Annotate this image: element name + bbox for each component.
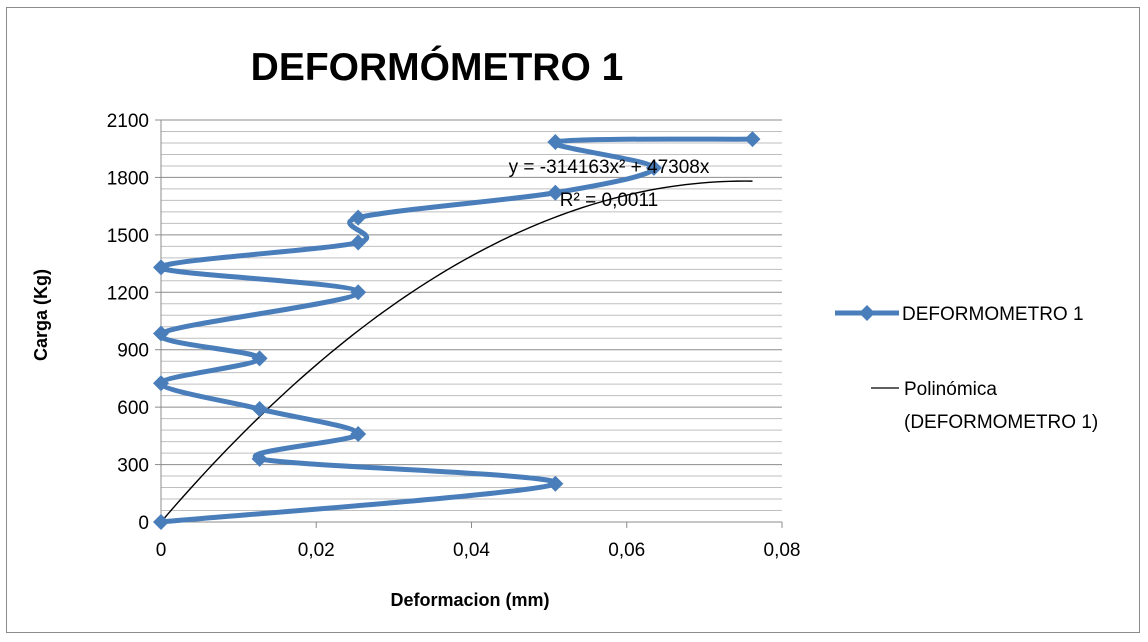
y-axis-title: Carga (Kg)	[31, 269, 51, 361]
x-tick-label: 0	[156, 540, 167, 561]
y-tick-label: 300	[117, 456, 149, 477]
series-line	[157, 136, 753, 525]
legend-trendline-label-line2: (DEFORMOMETRO 1)	[904, 412, 1098, 433]
legend: DEFORMOMETRO 1 Polinómica (DEFORMOMETRO …	[835, 304, 1098, 433]
y-tick-label: 0	[138, 513, 149, 534]
trendline-r2: R² = 0,0011	[560, 190, 658, 211]
data-point-marker	[153, 259, 169, 276]
data-point-marker	[547, 134, 564, 151]
legend-trendline-label-line1: Polinómica	[904, 379, 997, 400]
data-point-marker	[547, 184, 564, 201]
y-tick-labels: 0 300 600 900 1200 1500 1800 2100	[107, 111, 149, 534]
legend-item-series: DEFORMOMETRO 1	[835, 304, 1084, 325]
x-axis-title: Deformacion (mm)	[390, 590, 549, 610]
marker-layer	[153, 131, 761, 530]
chart-title: DEFORMÓMETRO 1	[251, 45, 624, 89]
legend-series-marker	[859, 305, 875, 321]
x-tick-labels: 0 0,02 0,04 0,06 0,08	[156, 540, 801, 561]
data-point-marker	[251, 450, 268, 467]
legend-series-label: DEFORMOMETRO 1	[902, 304, 1084, 325]
trendline-equation: y = -314163x² + 47308x	[509, 157, 710, 178]
data-point-marker	[153, 375, 169, 392]
data-point-marker	[645, 159, 662, 176]
legend-item-trendline: Polinómica (DEFORMOMETRO 1)	[871, 379, 1098, 433]
y-tick-label: 2100	[107, 111, 149, 132]
chart-area: DEFORMÓMETRO 1 0 0,02 0,04 0,06 0,08 0 300 600…	[6, 7, 1140, 633]
data-point-marker	[153, 325, 169, 342]
chart-svg: DEFORMÓMETRO 1 0 0,02 0,04 0,06 0,08 0 300 600…	[31, 45, 1098, 610]
data-point-marker	[251, 401, 268, 418]
y-tick-label: 600	[117, 398, 149, 419]
x-tick-label: 0,04	[453, 540, 490, 561]
data-point-marker	[350, 209, 367, 226]
y-tick-label: 1800	[107, 168, 149, 189]
y-tick-label: 1500	[107, 226, 149, 247]
y-tick-label: 1200	[107, 283, 149, 304]
data-point-marker	[350, 284, 367, 301]
data-point-marker	[153, 514, 169, 530]
x-tick-label: 0,08	[764, 540, 801, 561]
major-gridlines	[155, 119, 782, 523]
series-layer	[157, 136, 753, 525]
x-tick-label: 0,02	[298, 540, 335, 561]
data-point-marker	[350, 234, 367, 251]
axes	[160, 120, 783, 528]
data-point-marker	[251, 350, 268, 367]
data-point-marker	[547, 475, 564, 492]
data-point-marker	[350, 425, 367, 442]
data-point-marker	[744, 131, 761, 148]
x-tick-label: 0,06	[608, 540, 645, 561]
y-tick-label: 900	[117, 341, 149, 362]
